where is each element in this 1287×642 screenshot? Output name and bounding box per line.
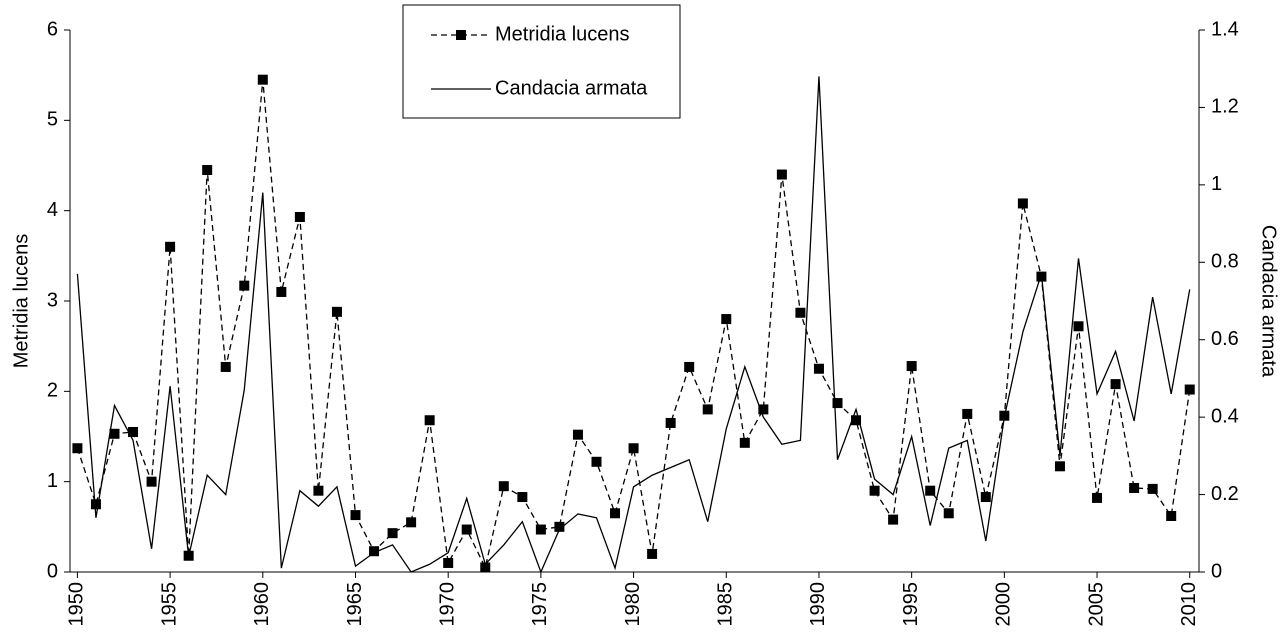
point-marker [202, 165, 213, 176]
point-marker [498, 481, 509, 492]
y-tick-label: 5 [47, 109, 58, 131]
x-tick-label: 1965 [344, 582, 366, 627]
y2-tick-label: 0 [1211, 560, 1222, 582]
y-tick-label: 2 [47, 380, 58, 402]
y-tick-label: 4 [47, 199, 58, 221]
point-marker [1147, 483, 1158, 494]
point-marker [294, 211, 305, 222]
point-marker [628, 443, 639, 454]
point-marker [72, 443, 83, 454]
point-marker [406, 517, 417, 528]
point-marker [943, 508, 954, 519]
point-marker [572, 429, 583, 440]
point-marker [665, 417, 676, 428]
point-marker [925, 485, 936, 496]
x-tick-label: 1980 [622, 582, 644, 627]
point-marker [128, 426, 139, 437]
point-marker [591, 456, 602, 467]
point-marker [239, 280, 250, 291]
y-tick-label: 0 [47, 560, 58, 582]
point-marker [851, 415, 862, 426]
point-marker [610, 508, 621, 519]
point-marker [165, 241, 176, 252]
y-axis-label: Metridia lucens [10, 234, 32, 369]
point-marker [331, 306, 342, 317]
x-tick-label: 1995 [900, 582, 922, 627]
point-marker [109, 428, 120, 439]
point-marker [350, 510, 361, 521]
x-tick-label: 2005 [1085, 582, 1107, 627]
legend-label: Metridia lucens [495, 23, 630, 45]
point-marker [758, 404, 769, 415]
y2-tick-label: 1.2 [1211, 96, 1239, 118]
point-marker [257, 74, 268, 85]
point-marker [554, 521, 565, 532]
point-marker [647, 548, 658, 559]
y2-tick-label: 1.4 [1211, 18, 1239, 40]
point-marker [535, 524, 546, 535]
y2-axis-label: Candacia armata [1258, 225, 1280, 378]
point-marker [980, 492, 991, 503]
point-marker [1129, 482, 1140, 493]
point-marker [684, 361, 695, 372]
point-marker [776, 169, 787, 180]
point-marker [813, 363, 824, 374]
y2-tick-label: 0.2 [1211, 483, 1239, 505]
point-marker [220, 361, 231, 372]
y-tick-label: 1 [47, 470, 58, 492]
point-marker [387, 528, 398, 539]
point-marker [888, 514, 899, 525]
point-marker [146, 476, 157, 487]
point-marker [90, 499, 101, 510]
point-marker [1110, 379, 1121, 390]
series-line [76, 79, 1191, 570]
point-marker [739, 437, 750, 448]
y2-tick-label: 0.8 [1211, 251, 1239, 273]
x-tick-label: 1950 [66, 582, 88, 627]
legend-marker [456, 30, 466, 40]
y2-tick-label: 0.6 [1211, 328, 1239, 350]
x-tick-label: 1960 [251, 582, 273, 627]
point-marker [795, 307, 806, 318]
point-marker [369, 546, 380, 557]
x-tick-label: 1985 [715, 582, 737, 627]
point-marker [1073, 321, 1084, 332]
x-tick-label: 2010 [1178, 582, 1200, 627]
point-marker [962, 408, 973, 419]
point-marker [906, 361, 917, 372]
y-tick-label: 3 [47, 289, 58, 311]
y2-tick-label: 0.4 [1211, 405, 1239, 427]
point-marker [1017, 198, 1028, 209]
point-marker [832, 398, 843, 409]
x-tick-label: 1990 [807, 582, 829, 627]
point-marker [702, 404, 713, 415]
point-marker [424, 415, 435, 426]
x-tick-label: 1970 [436, 582, 458, 627]
point-marker [1054, 461, 1065, 472]
point-marker [1184, 384, 1195, 395]
point-marker [276, 286, 287, 297]
x-tick-label: 2000 [993, 582, 1015, 627]
point-marker [869, 485, 880, 496]
series-line [76, 76, 1191, 574]
x-tick-label: 1955 [158, 582, 180, 627]
point-marker [517, 492, 528, 503]
point-marker [313, 485, 324, 496]
point-marker [443, 557, 454, 568]
y-tick-label: 6 [47, 18, 58, 40]
point-marker [1092, 492, 1103, 503]
point-marker [721, 314, 732, 325]
point-marker [1166, 510, 1177, 521]
point-marker [461, 524, 472, 535]
legend-label: Candacia armata [495, 77, 648, 99]
legend-box [402, 4, 681, 119]
y2-tick-label: 1 [1211, 173, 1222, 195]
x-tick-label: 1975 [529, 582, 551, 627]
point-marker [480, 562, 491, 573]
